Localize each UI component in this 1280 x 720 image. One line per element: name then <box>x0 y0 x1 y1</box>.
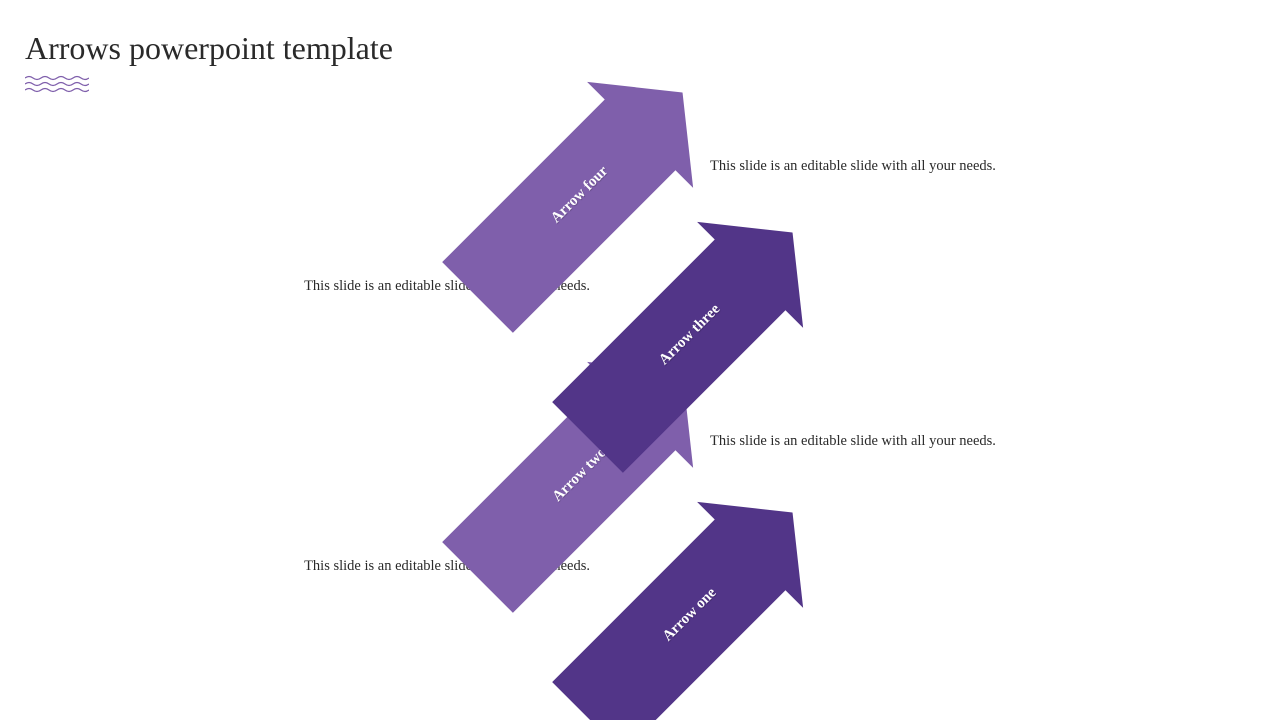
diagram-stage: Arrow oneThis slide is an editable slide… <box>0 0 1280 720</box>
arrow-two-description: This slide is an editable slide with all… <box>710 430 1010 452</box>
arrow-four-description: This slide is an editable slide with all… <box>710 155 1010 177</box>
